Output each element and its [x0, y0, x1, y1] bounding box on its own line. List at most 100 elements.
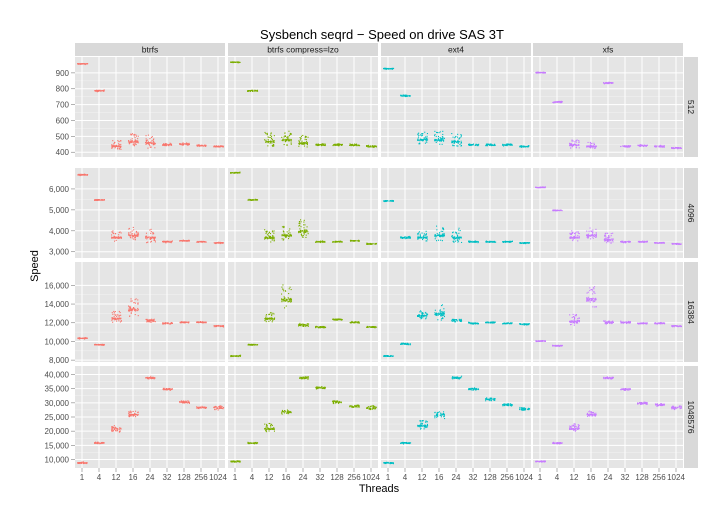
chart-title: Sysbench seqrd − Speed on drive SAS 3T	[260, 27, 504, 42]
data-point	[606, 239, 608, 241]
data-point	[119, 145, 121, 147]
data-point	[266, 317, 268, 319]
data-point	[591, 142, 593, 144]
data-point	[595, 236, 597, 238]
data-point	[290, 234, 292, 236]
data-point	[188, 321, 190, 323]
data-point	[451, 320, 453, 322]
data-point	[134, 140, 136, 142]
data-point	[440, 239, 442, 241]
data-point	[322, 326, 324, 328]
data-point	[439, 136, 441, 138]
data-point	[406, 94, 408, 96]
data-point	[455, 232, 457, 234]
data-point	[266, 237, 268, 239]
data-point	[470, 322, 472, 324]
data-point	[453, 319, 455, 321]
data-point	[265, 133, 267, 135]
data-point	[300, 135, 302, 137]
data-point	[119, 314, 121, 316]
data-point	[317, 143, 319, 145]
data-point	[441, 234, 443, 236]
data-point	[593, 300, 595, 302]
data-point	[351, 320, 353, 322]
data-point	[383, 200, 385, 202]
data-point	[116, 314, 118, 316]
data-point	[425, 234, 427, 236]
data-point	[591, 145, 593, 147]
data-point	[151, 143, 153, 145]
data-point	[237, 356, 239, 358]
data-point	[460, 140, 462, 142]
data-point	[298, 324, 300, 326]
data-point	[655, 242, 657, 244]
data-point	[305, 135, 307, 137]
data-point	[435, 135, 437, 137]
data-point	[591, 231, 593, 233]
data-point	[132, 236, 134, 238]
data-point	[458, 236, 460, 238]
data-point	[136, 234, 138, 236]
data-point	[376, 326, 378, 328]
data-point	[290, 299, 292, 301]
data-point	[322, 144, 324, 146]
data-point	[424, 234, 426, 236]
data-point	[131, 300, 133, 302]
data-point	[505, 323, 507, 325]
data-point	[137, 307, 139, 309]
data-point	[442, 227, 444, 229]
data-point	[456, 141, 458, 143]
data-point	[120, 145, 122, 147]
data-point	[460, 135, 462, 137]
data-point	[273, 232, 275, 234]
data-point	[454, 139, 456, 141]
data-point	[417, 134, 419, 136]
data-point	[272, 145, 274, 147]
data-point	[168, 241, 170, 243]
data-point	[288, 301, 290, 303]
data-point	[188, 143, 190, 145]
data-point	[289, 234, 291, 236]
data-point	[235, 355, 237, 357]
data-point	[486, 241, 488, 243]
data-point	[272, 235, 274, 237]
data-point	[338, 318, 340, 320]
data-point	[257, 90, 259, 92]
data-point	[130, 237, 132, 239]
data-point	[299, 137, 301, 139]
data-point	[609, 82, 611, 84]
data-point	[457, 142, 459, 144]
data-point	[254, 199, 256, 201]
data-point	[440, 140, 442, 142]
data-point	[150, 238, 152, 240]
data-point	[323, 241, 325, 243]
data-point	[120, 236, 122, 238]
data-point	[459, 319, 461, 321]
data-point	[163, 323, 165, 325]
data-point	[457, 136, 459, 138]
data-point	[99, 89, 101, 91]
data-point	[148, 143, 150, 145]
data-point	[134, 309, 136, 311]
data-point	[170, 242, 172, 244]
data-point	[338, 143, 340, 145]
data-point	[335, 240, 337, 242]
data-point	[230, 61, 232, 63]
data-point	[454, 238, 456, 240]
data-point	[128, 227, 130, 229]
data-point	[569, 232, 571, 234]
data-point	[151, 136, 153, 138]
data-point	[146, 237, 148, 239]
data-point	[437, 313, 439, 315]
data-point	[523, 242, 525, 244]
data-point	[267, 233, 269, 235]
data-point	[593, 288, 595, 290]
data-point	[355, 144, 357, 146]
data-point	[434, 135, 436, 137]
data-point	[385, 68, 387, 70]
data-point	[220, 243, 222, 245]
data-point	[404, 343, 406, 345]
data-point	[162, 323, 164, 325]
data-point	[306, 325, 308, 327]
data-point	[282, 298, 284, 300]
